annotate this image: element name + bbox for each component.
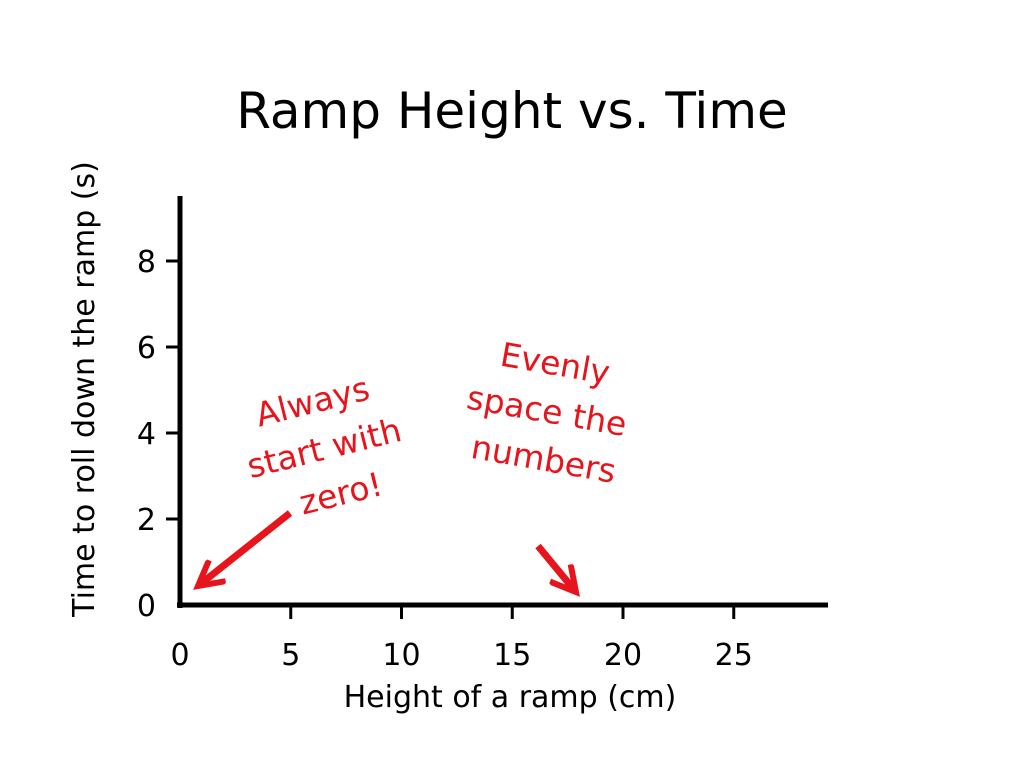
- y-axis-label: Time to roll down the ramp (s): [67, 161, 102, 618]
- x-tick-label: 5: [281, 638, 300, 673]
- annotation-2-line-1: Evenly: [497, 335, 612, 393]
- x-axis-ticks: 0 5 10 15 20 25: [170, 605, 753, 673]
- chart-title: Ramp Height vs. Time: [236, 82, 788, 140]
- x-tick-label: 25: [715, 638, 753, 673]
- annotation-start-with-zero: Always start with zero!: [231, 361, 427, 533]
- annotation-2-arrow: [535, 543, 576, 592]
- y-tick-label: 4: [137, 417, 156, 452]
- y-axis-ticks: 0 2 4 6 8: [137, 245, 180, 624]
- x-tick-label: 15: [493, 638, 531, 673]
- x-tick-label: 0: [170, 638, 189, 673]
- y-tick-label: 2: [137, 503, 156, 538]
- x-tick-label: 10: [382, 638, 420, 673]
- y-tick-label: 6: [137, 331, 156, 366]
- x-tick-label: 20: [604, 638, 642, 673]
- y-tick-label: 0: [137, 589, 156, 624]
- annotation-1-arrow: [198, 510, 293, 586]
- annotation-1-line-3: zero!: [295, 464, 386, 522]
- x-axis-label: Height of a ramp (cm): [344, 680, 677, 715]
- annotation-1-text: Always start with zero!: [231, 361, 427, 533]
- annotation-evenly-space: Evenly space the numbers: [456, 330, 649, 493]
- annotation-2-text: Evenly space the numbers: [456, 330, 649, 493]
- y-tick-label: 8: [137, 245, 156, 280]
